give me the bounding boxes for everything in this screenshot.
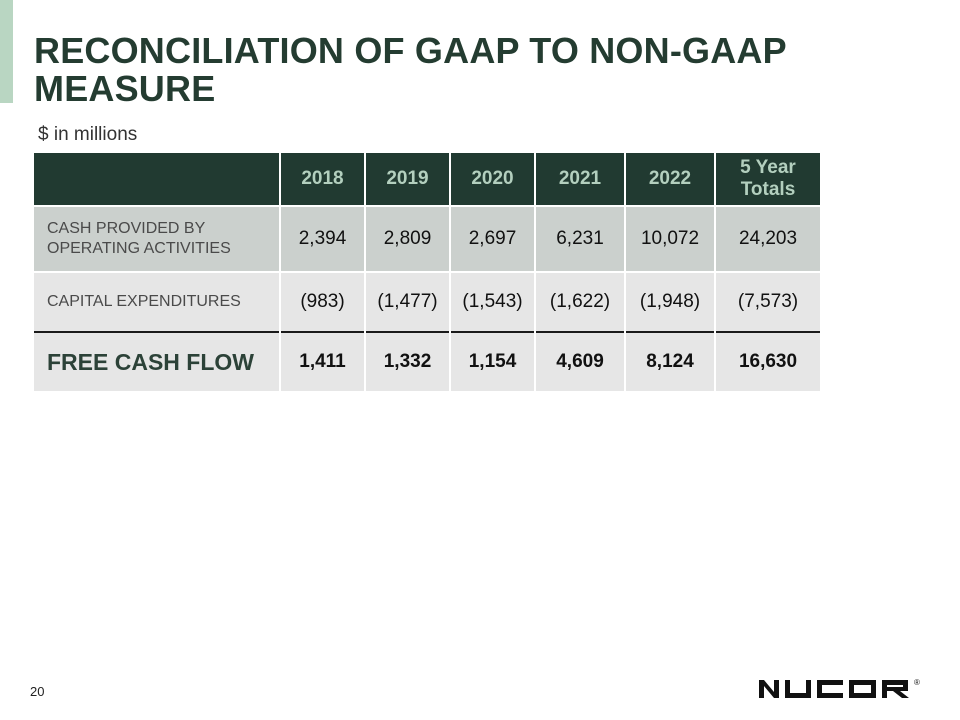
table-cell: 8,124 (625, 331, 716, 391)
table-cell: 1,332 (365, 331, 451, 391)
title-line-2: MEASURE (34, 68, 216, 109)
table-cell: 2,809 (365, 205, 451, 272)
row-label-capital-expenditures: CAPITAL EXPENDITURES (34, 271, 281, 332)
nucor-logo: ® (759, 678, 920, 698)
table-cell: (1,948) (625, 271, 716, 332)
table-cell: 6,231 (535, 205, 626, 272)
table-cell: 1,411 (280, 331, 366, 391)
table-cell: (1,477) (365, 271, 451, 332)
units-subtitle: $ in millions (38, 124, 138, 145)
table-cell: (7,573) (715, 271, 820, 332)
header-cell-2020: 2020 (450, 153, 536, 206)
header-cell-5-year-totals: 5 Year Totals (715, 153, 820, 206)
header-cell-blank (34, 153, 281, 206)
table-row: FREE CASH FLOW 1,411 1,332 1,154 4,609 8… (34, 331, 820, 391)
table-cell: 16,630 (715, 331, 820, 391)
table-header-row: 2018 2019 2020 2021 2022 5 Year Totals (34, 153, 820, 206)
page-title: RECONCILIATION OF GAAP TO NON-GAAP MEASU… (34, 32, 914, 108)
header-cell-2022: 2022 (625, 153, 716, 206)
row-label-operating-cash: CASH PROVIDED BY OPERATING ACTIVITIES (34, 205, 281, 272)
table-cell: (983) (280, 271, 366, 332)
table-cell: (1,622) (535, 271, 626, 332)
header-cell-2021: 2021 (535, 153, 626, 206)
accent-bar (0, 0, 13, 103)
table-row: CASH PROVIDED BY OPERATING ACTIVITIES 2,… (34, 205, 820, 272)
title-line-1: RECONCILIATION OF GAAP TO NON-GAAP (34, 30, 787, 71)
table-cell: 1,154 (450, 331, 536, 391)
table-cell: 2,394 (280, 205, 366, 272)
header-cell-2019: 2019 (365, 153, 451, 206)
row-label-free-cash-flow: FREE CASH FLOW (34, 331, 281, 391)
table-row: CAPITAL EXPENDITURES (983) (1,477) (1,54… (34, 271, 820, 332)
table-cell: 2,697 (450, 205, 536, 272)
table-cell: 10,072 (625, 205, 716, 272)
reconciliation-table: 2018 2019 2020 2021 2022 5 Year Totals C… (34, 153, 820, 391)
table-cell: (1,543) (450, 271, 536, 332)
registered-mark: ® (914, 678, 920, 687)
table-cell: 4,609 (535, 331, 626, 391)
table-cell: 24,203 (715, 205, 820, 272)
header-cell-2018: 2018 (280, 153, 366, 206)
page-number: 20 (30, 684, 45, 699)
